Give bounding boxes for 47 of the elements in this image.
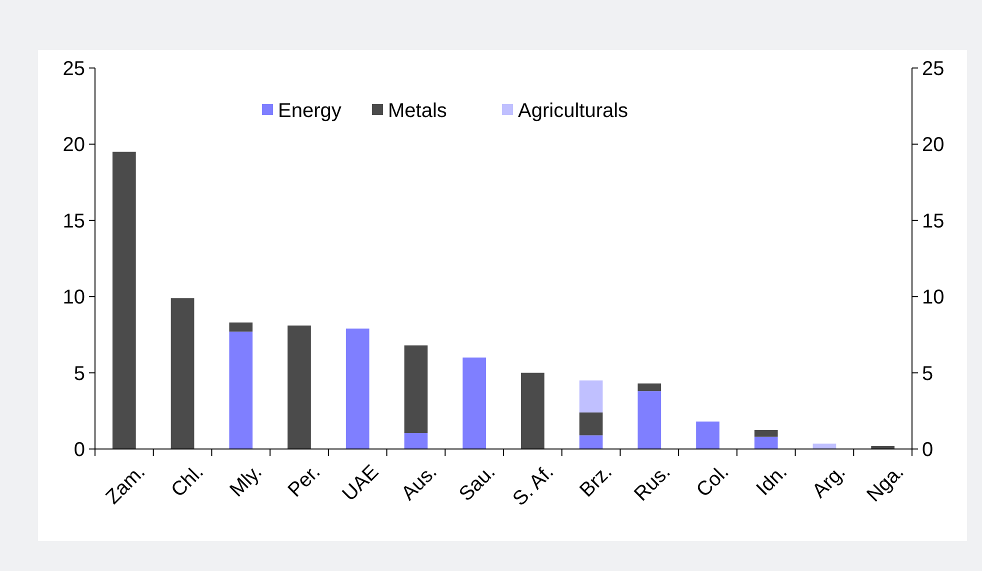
x-tick-label: Mly. (226, 460, 266, 502)
bar (112, 152, 136, 449)
y-tick-label: 10 (62, 286, 85, 309)
x-tick-label: Chl. (167, 460, 208, 502)
y2-tick-label: 20 (922, 134, 944, 156)
legend-label: Metals (388, 100, 447, 122)
bar (404, 345, 428, 433)
bar (288, 326, 311, 449)
y2-tick-label: 25 (922, 58, 944, 80)
y-tick-label: 5 (74, 362, 85, 385)
bar (462, 358, 486, 449)
bar (638, 391, 662, 449)
x-tick-label: Arg. (808, 460, 850, 502)
bar (521, 372, 544, 449)
bar (638, 383, 662, 392)
bar (579, 412, 603, 436)
bar (812, 444, 836, 449)
y-tick-label: 25 (62, 58, 85, 80)
bar (754, 436, 778, 449)
x-tick-label: Per. (284, 460, 325, 502)
bar (229, 322, 253, 332)
x-tick-label: Zam. (102, 460, 150, 509)
bar (696, 422, 720, 449)
legend-label: Agriculturals (518, 100, 628, 122)
y2-tick-label: 5 (922, 362, 934, 385)
x-tick-label: Rus. (630, 460, 675, 506)
x-tick-label: Nga. (862, 460, 908, 506)
legend-label: Energy (278, 100, 342, 122)
bar (229, 332, 253, 449)
y2-tick-label: 15 (922, 210, 944, 232)
y2-tick-label: 0 (922, 439, 934, 461)
bar (754, 430, 778, 437)
bar (579, 380, 603, 412)
x-tick-label: Brz. (576, 460, 616, 502)
x-tick-label: Col. (692, 460, 734, 502)
x-tick-label: S. Af. (508, 460, 558, 510)
x-tick-label: Sau. (455, 460, 500, 506)
x-tick-label: Aus. (398, 460, 442, 505)
y2-tick-label: 10 (922, 286, 944, 309)
x-tick-label: Idn. (752, 460, 792, 500)
bar (346, 328, 370, 449)
bar (404, 433, 428, 449)
y-tick-label: 20 (62, 134, 85, 156)
bar (579, 435, 603, 449)
bar (170, 298, 194, 449)
y-tick-label: 0 (74, 439, 85, 461)
y-tick-label: 15 (62, 210, 85, 232)
